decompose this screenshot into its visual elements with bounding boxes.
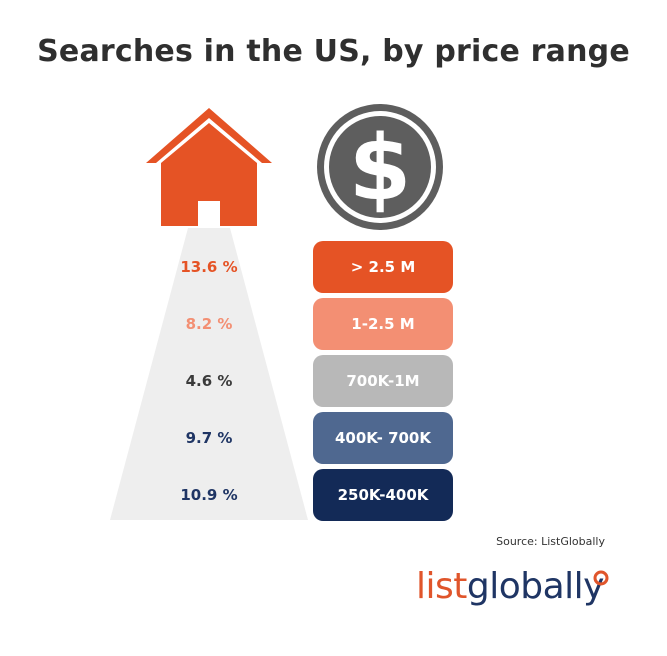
price-range-box: > 2.5 M [313,241,453,293]
logo-text-globally: globally [466,566,605,607]
percent-label: 8.2 % [185,315,233,333]
logo-text-list: list [416,566,467,607]
listglobally-logo: listglobally [416,566,616,616]
price-range-box: 700K-1M [313,355,453,407]
percent-label: 4.6 % [185,372,233,390]
price-range-box: 400K- 700K [313,412,453,464]
source-note: Source: ListGlobally [496,535,605,548]
percent-label: 9.7 % [185,429,233,447]
svg-text:$: $ [349,116,412,221]
house-icon [146,108,272,226]
chart-title: Searches in the US, by price range [37,34,630,69]
light-beam [110,228,308,520]
percent-label: 10.9 % [180,486,238,504]
location-pin-icon [593,570,609,586]
price-range-box: 1-2.5 M [313,298,453,350]
dollar-coin-icon: $ [317,104,443,230]
percent-label: 13.6 % [180,258,238,276]
price-range-box: 250K-400K [313,469,453,521]
